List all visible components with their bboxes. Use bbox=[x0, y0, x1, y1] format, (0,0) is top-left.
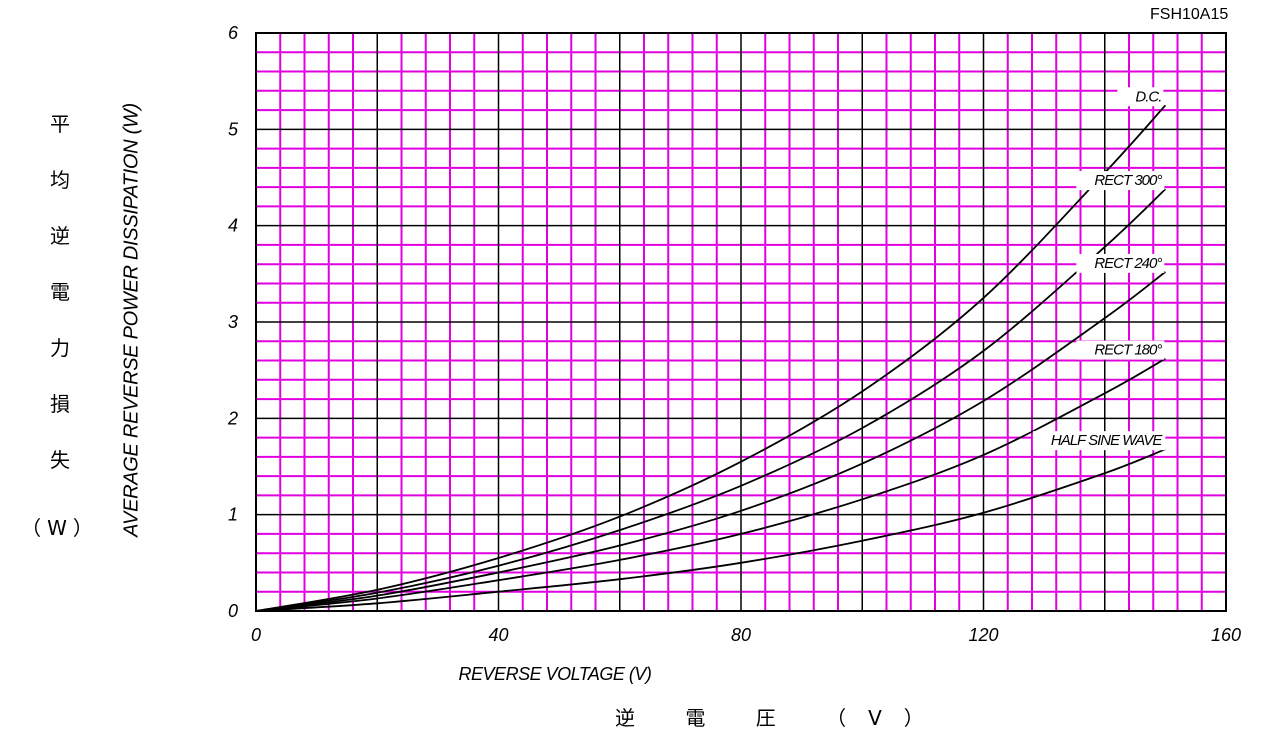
y-axis-label-jp-unit: （W） bbox=[21, 516, 99, 540]
y-axis-label-jp-char: 損 bbox=[50, 392, 70, 416]
series-label-bg bbox=[1076, 253, 1165, 273]
y-axis-label-jp: 平 均 逆 電 力 損 失 （W） bbox=[21, 96, 93, 556]
x-axis-label: REVERSE VOLTAGE (V) bbox=[458, 664, 652, 684]
major-grid bbox=[255, 32, 1227, 612]
series-line bbox=[255, 188, 1167, 612]
y-axis-label-jp-char: 逆 bbox=[50, 224, 70, 248]
y-tick-label: 3 bbox=[228, 312, 238, 332]
plot-frame bbox=[255, 32, 1227, 612]
curves bbox=[255, 104, 1167, 612]
y-tick-label: 0 bbox=[228, 601, 238, 621]
y-axis-label-jp-char: 電 bbox=[50, 280, 70, 304]
series-label: D.C. bbox=[1135, 88, 1161, 105]
y-axis-label-jp-char: 力 bbox=[50, 336, 70, 360]
y-axis-label-jp-char: 失 bbox=[50, 448, 70, 472]
series-label-bg bbox=[1032, 431, 1166, 451]
y-axis-label-jp-char: 平 bbox=[50, 112, 70, 136]
y-tick-label: 6 bbox=[228, 23, 239, 43]
y-axis-label-jp-char: 均 bbox=[50, 168, 70, 192]
series-label: RECT 180° bbox=[1094, 342, 1162, 359]
series-line bbox=[255, 357, 1166, 612]
x-axis-label-jp-char: 逆 bbox=[615, 706, 657, 730]
x-tick-label: 40 bbox=[488, 625, 508, 645]
series-label: RECT 240° bbox=[1094, 255, 1162, 272]
y-axis-label: AVERAGE REVERSE POWER DISSIPATION (W) bbox=[120, 103, 143, 537]
y-tick-label: 5 bbox=[228, 119, 239, 139]
x-tick-label: 0 bbox=[251, 625, 261, 645]
series-line bbox=[255, 104, 1167, 612]
x-axis-label-jp: 逆 電 圧 （V） bbox=[615, 702, 946, 731]
x-tick-label: 160 bbox=[1211, 625, 1241, 645]
x-tick-label: 120 bbox=[968, 625, 998, 645]
y-tick-label: 4 bbox=[228, 216, 238, 236]
series-label: HALF SINE WAVE bbox=[1051, 432, 1163, 449]
x-axis-label-jp-char: 電 bbox=[685, 706, 728, 730]
series-label-bg bbox=[1117, 87, 1164, 107]
tick-labels: 0 40 80 120 160 0 1 2 3 4 5 6 bbox=[227, 23, 1241, 645]
series-labels: D.C. RECT 300° RECT 240° RECT 180° HALF SINE… bbox=[1032, 87, 1166, 451]
x-axis-label-jp-char: 圧 bbox=[755, 706, 798, 730]
series-line bbox=[255, 448, 1166, 612]
series-label-bg bbox=[1076, 171, 1165, 191]
model-label: FSH10A15 bbox=[1150, 6, 1229, 23]
series-label: RECT 300° bbox=[1094, 172, 1162, 189]
x-axis-label-jp-char: （V） bbox=[826, 706, 946, 730]
series-label-bg bbox=[1076, 340, 1165, 360]
y-tick-label: 2 bbox=[227, 408, 238, 428]
y-tick-label: 1 bbox=[228, 505, 238, 525]
x-tick-label: 80 bbox=[731, 625, 751, 645]
series-line bbox=[255, 271, 1166, 612]
